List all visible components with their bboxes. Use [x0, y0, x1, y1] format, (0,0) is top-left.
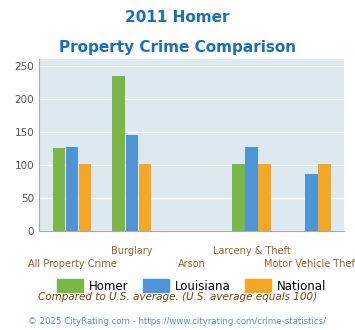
Bar [245, 147, 258, 231]
Bar [305, 174, 318, 231]
Text: Larceny & Theft: Larceny & Theft [213, 246, 290, 256]
Bar [53, 148, 65, 231]
Bar [113, 76, 125, 231]
Text: Motor Vehicle Theft: Motor Vehicle Theft [264, 259, 355, 269]
Text: Arson: Arson [178, 259, 206, 269]
Bar [66, 147, 78, 231]
Text: Burglary: Burglary [111, 246, 153, 256]
Bar [139, 164, 151, 231]
Text: 2011 Homer: 2011 Homer [125, 10, 230, 25]
Text: Compared to U.S. average. (U.S. average equals 100): Compared to U.S. average. (U.S. average … [38, 292, 317, 302]
Bar [318, 164, 331, 231]
Text: © 2025 CityRating.com - https://www.cityrating.com/crime-statistics/: © 2025 CityRating.com - https://www.city… [28, 317, 327, 326]
Bar [232, 164, 245, 231]
Bar [126, 135, 138, 231]
Text: All Property Crime: All Property Crime [28, 259, 116, 269]
Text: Property Crime Comparison: Property Crime Comparison [59, 40, 296, 54]
Legend: Homer, Louisiana, National: Homer, Louisiana, National [53, 275, 331, 297]
Bar [79, 164, 91, 231]
Bar [258, 164, 271, 231]
